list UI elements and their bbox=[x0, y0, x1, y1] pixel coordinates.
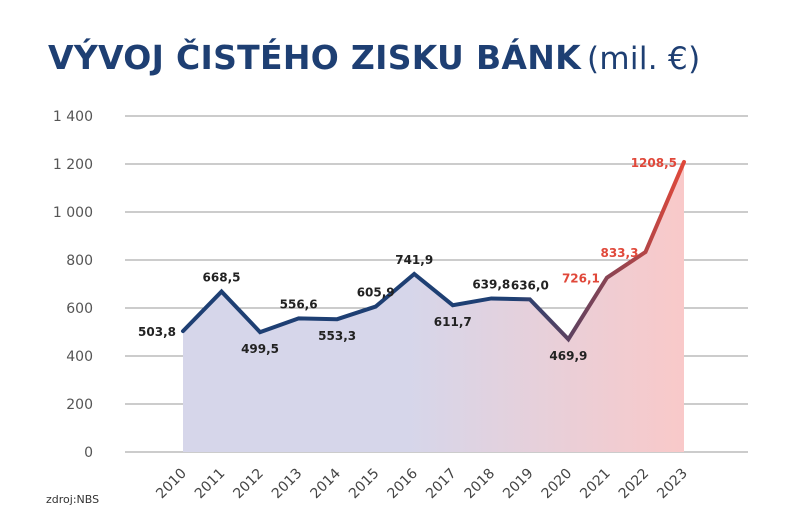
y-tick-label: 600 bbox=[66, 301, 93, 317]
data-label: 668,5 bbox=[203, 271, 241, 285]
x-tick-label: 2012 bbox=[230, 466, 267, 503]
chart-title-unit: (mil. €) bbox=[587, 41, 701, 77]
y-tick-label: 200 bbox=[66, 397, 93, 413]
x-tick-label: 2021 bbox=[577, 466, 614, 503]
source-note: zdroj:NBS bbox=[46, 493, 100, 506]
series-line bbox=[181, 159, 686, 343]
x-tick-label: 2013 bbox=[269, 466, 306, 503]
x-tick-label: 2010 bbox=[153, 466, 190, 503]
y-tick-label: 1 200 bbox=[53, 157, 93, 173]
data-label: 726,1 bbox=[562, 272, 600, 286]
x-tick-label: 2015 bbox=[346, 466, 383, 503]
data-label: 611,7 bbox=[434, 315, 472, 329]
y-tick-label: 800 bbox=[66, 253, 93, 269]
data-line bbox=[181, 159, 686, 343]
y-tick-label: 0 bbox=[84, 445, 93, 461]
y-tick-label: 1 400 bbox=[53, 109, 93, 125]
x-tick-label: 2011 bbox=[192, 466, 229, 503]
y-axis-ticks: 0 200 400 600 800 1 000 1 200 1 400 bbox=[53, 109, 93, 461]
x-tick-label: 2016 bbox=[385, 465, 422, 502]
data-labels: 503,8 668,5 499,5 556,6 553,3 605,9 741,9 611,7… bbox=[138, 156, 677, 363]
data-label: 741,9 bbox=[395, 253, 433, 267]
chart-title: VÝVOJ ČISTÉHO ZISKU BÁNK (mil. €) bbox=[48, 38, 700, 77]
chart-title-text: VÝVOJ ČISTÉHO ZISKU BÁNK bbox=[48, 38, 582, 77]
data-label: 556,6 bbox=[280, 297, 318, 311]
area-fill bbox=[183, 161, 684, 452]
x-tick-label: 2018 bbox=[462, 466, 499, 503]
x-tick-label: 2014 bbox=[307, 465, 344, 502]
area-shape bbox=[183, 161, 684, 452]
x-tick-label: 2022 bbox=[616, 466, 653, 503]
data-label: 503,8 bbox=[138, 325, 176, 339]
data-label: 636,0 bbox=[511, 278, 549, 292]
y-tick-label: 400 bbox=[66, 349, 93, 365]
y-tick-label: 1 000 bbox=[53, 205, 93, 221]
data-label: 469,9 bbox=[549, 349, 587, 363]
x-tick-label: 2017 bbox=[423, 466, 460, 503]
x-tick-label: 2023 bbox=[654, 466, 691, 503]
data-label: 639,8 bbox=[472, 277, 510, 291]
data-label: 1208,5 bbox=[631, 156, 677, 170]
data-label: 605,9 bbox=[357, 286, 395, 300]
x-tick-label: 2019 bbox=[500, 466, 537, 503]
x-tick-label: 2020 bbox=[539, 466, 576, 503]
data-label: 833,3 bbox=[600, 246, 638, 260]
data-label: 499,5 bbox=[241, 342, 279, 356]
x-axis-ticks: 2010 2011 2012 2013 2014 2015 2016 2017 2018 2019… bbox=[153, 465, 691, 502]
data-label: 553,3 bbox=[318, 329, 356, 343]
